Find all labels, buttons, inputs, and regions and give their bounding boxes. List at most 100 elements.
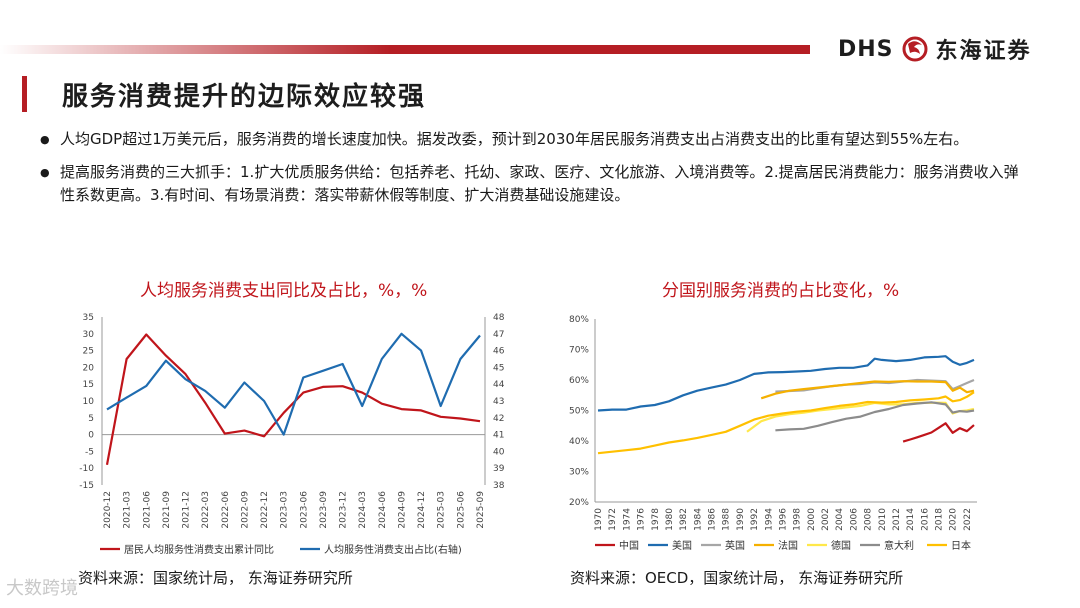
x-tick-label: 2008 [864,508,874,531]
x-tick-label: 1990 [736,508,746,531]
left-chart: 35 30 25 20 15 10 5 0 -5 -10 -15 48 47 46 45 44 43 42 41 40… [79,313,505,556]
left-y-tick-label: 10 [83,397,95,407]
right-y-tick-label: 38 [493,481,505,491]
x-tick-label: 2018 [935,508,945,531]
legend-label: 中国 [619,539,639,552]
right-y-tick-label: 41 [493,431,504,441]
x-tick-label: 2014 [906,508,916,531]
x-tick-label: 1986 [708,508,718,531]
x-tick-label: 1996 [778,508,788,531]
bullet-list: 人均GDP超过1万美元后，服务消费的增长速度加快。据发改委，预计到2030年居民… [40,128,1030,217]
y-tick-label: 40% [569,437,589,447]
x-tick-label: 2022-12 [260,491,270,529]
left-y-tick-label: 25 [83,347,94,357]
legend-label: 英国 [725,539,745,552]
y-tick-label: 50% [569,407,589,417]
title-accent-bar [22,76,27,112]
x-tick-label: 1982 [679,508,689,531]
x-tick-label: 1980 [665,508,675,531]
left-y-tick-label: 30 [83,330,95,340]
x-tick-label: 1970 [594,508,604,531]
watermark-text: 大数跨境 [6,578,78,599]
header-bar-gradient [0,45,390,54]
x-tick-label: 2022-03 [201,491,211,529]
y-tick-label: 70% [569,346,589,356]
right-y-tick-label: 46 [493,347,505,357]
right-y-tick-label: 42 [493,414,504,424]
y-tick-label: 60% [569,376,589,386]
x-tick-label: 2024-09 [397,491,407,529]
x-tick-label: 2025-09 [476,491,486,529]
series-line-0 [902,422,975,443]
x-tick-label: 1994 [764,508,774,531]
legend-label: 日本 [951,539,971,552]
x-tick-label: 2022 [963,508,973,531]
x-tick-label: 2023-06 [299,491,309,529]
series-line-1 [597,355,975,412]
x-tick-label: 1974 [622,508,632,531]
y-tick-label: 20% [569,498,589,508]
x-tick-label: 2016 [920,508,930,531]
x-tick-label: 2022-09 [240,491,250,529]
legend-label: 意大利 [884,539,914,552]
x-tick-label: 2010 [878,508,888,531]
x-tick-label: 2004 [835,508,845,531]
left-y-tick-label: -15 [79,481,94,491]
left-y-tick-label: -5 [85,447,94,457]
x-tick-label: 2021-12 [182,491,192,529]
right-chart: 80% 70% 60% 50% 40% 30% 20% 1970 1972 1974 1976 197… [569,315,977,552]
x-tick-label: 1976 [637,508,647,531]
series-line-6 [597,391,975,455]
x-tick-label: 2025-06 [456,491,466,529]
x-tick-label: 2024-03 [358,491,368,529]
x-tick-label: 1984 [693,508,703,531]
series-line-1 [106,332,481,436]
x-tick-label: 2020-12 [103,491,113,529]
y-tick-label: 30% [569,468,589,478]
right-y-tick-label: 48 [493,313,505,323]
left-y-tick-label: 20 [83,363,95,373]
x-tick-label: 1998 [793,508,803,531]
right-chart-title: 分国别服务消费的占比变化，% [662,281,900,301]
left-y-tick-label: -10 [79,464,94,474]
series-line-3 [760,380,975,400]
left-y-tick-label: 15 [83,380,94,390]
bullet-item: 人均GDP超过1万美元后，服务消费的增长速度加快。据发改委，预计到2030年居民… [40,128,1030,151]
right-y-tick-label: 40 [493,447,505,457]
header-bar [390,45,810,54]
right-y-tick-label: 39 [493,464,505,474]
series-line-0 [105,333,481,466]
x-tick-label: 2024-06 [378,491,388,529]
legend-label: 法国 [778,539,798,552]
legend-label: 美国 [672,539,692,552]
x-tick-label: 2012 [892,508,902,531]
x-tick-label: 2022-06 [221,491,231,529]
x-tick-label: 2000 [807,508,817,531]
x-tick-label: 2023-09 [319,491,329,529]
y-tick-label: 80% [569,315,589,325]
x-tick-label: 1992 [750,508,760,531]
x-tick-label: 1978 [651,508,661,531]
watermark: 大数跨境 [6,574,78,600]
logo-company-name: 东海证券 [935,39,1032,64]
x-tick-label: 1988 [722,508,732,531]
page-title: 服务消费提升的边际效应较强 [62,82,427,112]
bullet-item: 提高服务消费的三大抓手：1.扩大优质服务供给：包括养老、托幼、家政、医疗、文化旅… [40,161,1030,207]
x-tick-label: 2002 [821,508,831,531]
x-tick-label: 2021-03 [123,491,133,529]
x-tick-label: 2023-03 [280,491,290,529]
x-tick-label: 2006 [849,508,859,531]
series-line-5 [775,401,975,432]
x-tick-label: 2021-09 [162,491,172,529]
logo-dhs-text: DHS [838,36,894,62]
company-logo: DHS 东海证券 [838,30,1032,68]
left-y-tick-label: 5 [88,414,94,424]
legend-label: 居民人均服务性消费支出累计同比 [124,543,274,556]
left-y-tick-label: 0 [88,431,94,441]
right-source-note: 资料来源：OECD，国家统计局， 东海证券研究所 [570,569,904,587]
x-tick-label: 2021-06 [142,491,152,529]
x-tick-label: 2024-12 [417,491,427,529]
x-tick-label: 2023-12 [339,491,349,529]
legend-label: 人均服务性消费支出占比(右轴) [324,543,462,556]
right-y-tick-label: 47 [493,330,504,340]
